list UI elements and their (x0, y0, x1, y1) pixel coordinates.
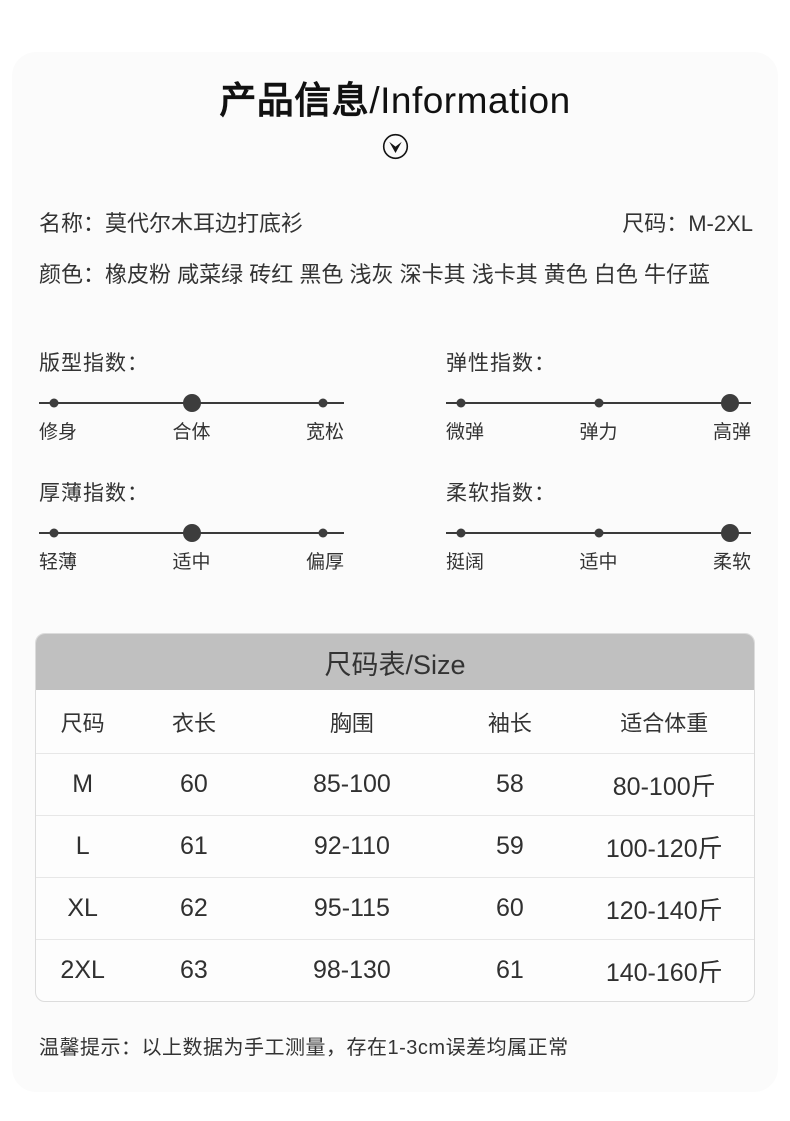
cell: 59 (495, 832, 524, 860)
product-info-card: 产品信息/Information 名称：莫代尔木耳边打底衫 尺码：M-2XL 颜… (12, 52, 778, 1092)
thickness-index-title: 厚薄指数： (39, 482, 149, 505)
size-value: M-2XL (688, 211, 753, 236)
slider-dot (182, 394, 201, 412)
col-header-weight: 适合体重 (620, 710, 709, 736)
color-row: 颜色：橡皮粉 咸菜绿 砖红 黑色 浅灰 深卡其 浅卡其 黄色 白色 牛仔蓝 (39, 260, 763, 290)
cell: 61 (495, 956, 524, 984)
softness-index-slider (446, 524, 751, 542)
slider-label: 合体 (172, 422, 211, 443)
page-title: 产品信息/Information (27, 78, 763, 124)
name-label: 名称： (39, 211, 106, 236)
cell: 95-115 (313, 894, 390, 922)
softness-index: 柔软指数： 挺阔 适中 柔软 (446, 480, 751, 576)
cell: M (72, 770, 94, 798)
fit-index-labels: 修身 合体 宽松 (39, 420, 344, 446)
size-table-title: 尺码表/Size (36, 634, 754, 690)
cell: 62 (180, 894, 208, 922)
cell: 61 (180, 832, 208, 860)
slider-dot (594, 528, 603, 538)
product-name: 名称：莫代尔木耳边打底衫 (39, 209, 303, 239)
slider-label: 适中 (579, 552, 618, 573)
name-size-row: 名称：莫代尔木耳边打底衫 尺码：M-2XL (39, 209, 763, 239)
slider-label: 弹力 (579, 422, 618, 443)
slider-dot (49, 398, 59, 408)
col-header-sleeve: 袖长 (487, 710, 532, 736)
table-row: M 60 85-100 58 80-100斤 (36, 753, 754, 815)
cell: XL (67, 894, 98, 922)
slider-dot (182, 524, 201, 542)
circle-down-arrow-icon (382, 133, 409, 164)
thickness-index: 厚薄指数： 轻薄 适中 偏厚 (39, 480, 344, 576)
product-size-range: 尺码：M-2XL (622, 209, 753, 239)
slider-dot (456, 528, 466, 538)
elasticity-index: 弹性指数： 微弹 弹力 高弹 (446, 350, 751, 446)
measurement-disclaimer: 温馨提示：以上数据为手工测量，存在1-3cm误差均属正常 (39, 1037, 569, 1059)
size-table-header-row: 尺码 衣长 胸围 袖长 适合体重 (36, 690, 754, 753)
page-title-zh: 产品信息 (219, 80, 370, 121)
slider-label: 适中 (172, 552, 211, 573)
slider-label: 偏厚 (305, 552, 344, 573)
slider-label: 微弹 (446, 422, 485, 443)
color-label: 颜色： (39, 262, 106, 287)
col-header-length: 衣长 (171, 710, 216, 736)
slider-label: 修身 (39, 422, 78, 443)
fit-index-title: 版型指数： (39, 352, 149, 375)
table-row: 2XL 63 98-130 61 140-160斤 (36, 939, 754, 1001)
index-sliders: 版型指数： 修身 合体 宽松 弹性指数： (39, 350, 751, 576)
cell: 140-160斤 (605, 958, 723, 987)
cell: 60 (180, 770, 208, 798)
fit-index: 版型指数： 修身 合体 宽松 (39, 350, 344, 446)
cell: 120-140斤 (605, 896, 723, 925)
product-colors: 颜色：橡皮粉 咸菜绿 砖红 黑色 浅灰 深卡其 浅卡其 黄色 白色 牛仔蓝 (39, 260, 710, 290)
slider-dot (318, 398, 328, 408)
cell: 100-120斤 (605, 834, 723, 863)
cell: 85-100 (312, 770, 391, 798)
thickness-index-slider (39, 524, 344, 542)
cell: 58 (495, 770, 524, 798)
softness-index-title: 柔软指数： (446, 482, 556, 505)
cell: 2XL (60, 956, 105, 984)
table-row: L 61 92-110 59 100-120斤 (36, 815, 754, 877)
slider-dot (720, 394, 739, 412)
name-value: 莫代尔木耳边打底衫 (105, 211, 304, 236)
slider-label: 柔软 (712, 552, 751, 573)
slider-label: 宽松 (305, 422, 344, 443)
softness-index-labels: 挺阔 适中 柔软 (446, 550, 751, 576)
slider-label: 轻薄 (39, 552, 78, 573)
col-header-size: 尺码 (60, 710, 105, 736)
fit-index-slider (39, 394, 344, 412)
page-title-en: /Information (369, 80, 571, 121)
cell: 60 (495, 894, 524, 922)
table-row: XL 62 95-115 60 120-140斤 (36, 877, 754, 939)
size-table: 尺码表/Size 尺码 衣长 胸围 袖长 适合体重 M 60 85-100 58… (35, 633, 755, 1002)
elasticity-index-title: 弹性指数： (446, 352, 556, 375)
slider-dot (456, 398, 466, 408)
color-value: 橡皮粉 咸菜绿 砖红 黑色 浅灰 深卡其 浅卡其 黄色 白色 牛仔蓝 (105, 262, 711, 287)
slider-dot (720, 524, 739, 542)
cell: 80-100斤 (612, 772, 716, 801)
slider-label: 挺阔 (446, 552, 485, 573)
cell: 63 (180, 956, 208, 984)
scroll-hint (27, 133, 763, 161)
elasticity-index-labels: 微弹 弹力 高弹 (446, 420, 751, 446)
slider-dot (318, 528, 328, 538)
cell: 92-110 (313, 832, 390, 860)
thickness-index-labels: 轻薄 适中 偏厚 (39, 550, 344, 576)
slider-dot (49, 528, 59, 538)
size-label: 尺码： (622, 211, 689, 236)
cell: L (75, 832, 90, 860)
slider-label: 高弹 (712, 422, 751, 443)
slider-dot (594, 398, 603, 408)
col-header-bust: 胸围 (329, 710, 374, 736)
cell: 98-130 (312, 956, 391, 984)
elasticity-index-slider (446, 394, 751, 412)
